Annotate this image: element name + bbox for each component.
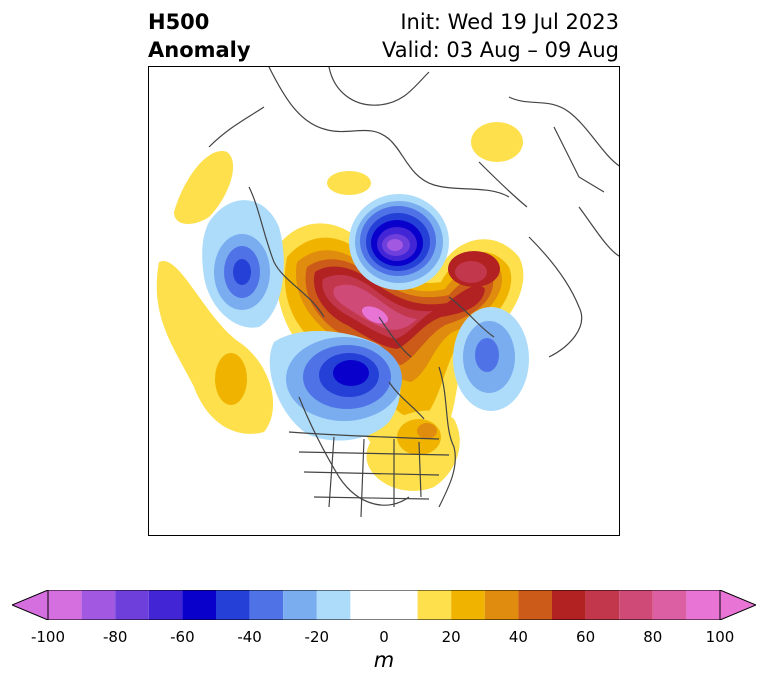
colorbar-segment (484, 590, 519, 620)
colorbar-tick-label: 100 (705, 628, 735, 646)
colorbar-segment (182, 590, 216, 620)
colorbar-segment (518, 590, 552, 620)
colorbar-tick-label: -80 (102, 628, 128, 646)
map-svg (156, 67, 619, 518)
positive-anomaly-west-pacific (156, 260, 274, 434)
colorbar-segment (652, 590, 687, 620)
positive-anomaly-atlantic (366, 410, 460, 491)
colorbar-tick-label: 0 (379, 628, 389, 646)
colorbar-segment (148, 590, 183, 620)
valid-range: Valid: 03 Aug – 09 Aug (381, 38, 619, 62)
colorbar-segment (417, 590, 452, 620)
colorbar-segment (552, 590, 586, 620)
colorbar-outline (47, 590, 721, 620)
positive-anomaly-small-north (327, 171, 371, 195)
positive-anomaly-europe-high (448, 251, 500, 287)
date-info: Init: Wed 19 Jul 2023 Valid: 03 Aug – 09… (382, 8, 619, 64)
colorbar-tick-label: -20 (304, 628, 330, 646)
colorbar-min-extension (12, 590, 48, 620)
colorbar-tick-label: 80 (643, 628, 663, 646)
title-line-2: Anomaly (148, 38, 251, 62)
colorbar-segment (249, 590, 284, 620)
colorbar-tick-label: -40 (237, 628, 262, 646)
colorbar-segment (619, 590, 653, 620)
colorbar-segment (81, 590, 116, 620)
positive-anomaly-main-ridge (275, 223, 524, 456)
anomaly-map (148, 66, 620, 536)
colorbar-segment (686, 590, 720, 620)
colorbar-tick-label: 60 (576, 628, 596, 646)
init-date: Init: Wed 19 Jul 2023 (400, 10, 619, 34)
colorbar-segment (216, 590, 250, 620)
colorbar-tick-label: 20 (441, 628, 461, 646)
positive-anomaly-bering (174, 151, 234, 224)
positive-anomaly-siberia-top (471, 122, 523, 162)
colorbar-unit: m (373, 648, 395, 672)
colorbar-segment (48, 590, 82, 620)
negative-anomaly-canada-low (269, 330, 402, 441)
colorbar-segment (283, 590, 317, 620)
colorbar-segment (585, 590, 620, 620)
colorbar-tick-label: -100 (30, 628, 66, 646)
negative-anomaly-west-pacific (202, 200, 284, 328)
colorbar-segment (451, 590, 485, 620)
colorbar-segment (115, 590, 149, 620)
negative-anomaly-arctic-low (349, 194, 449, 290)
colorbar-tick-label: -60 (170, 628, 195, 646)
colorbar-max-extension (720, 590, 756, 620)
colorbar (12, 590, 756, 620)
colorbar-segment (350, 590, 418, 620)
colorbar-tick-label: 40 (508, 628, 528, 646)
negative-anomaly-europe (453, 307, 529, 411)
colorbar-segment (316, 590, 351, 620)
country-borders (208, 67, 619, 518)
title-line-1: H500 (148, 10, 210, 34)
map-title: H500 Anomaly (148, 8, 251, 64)
